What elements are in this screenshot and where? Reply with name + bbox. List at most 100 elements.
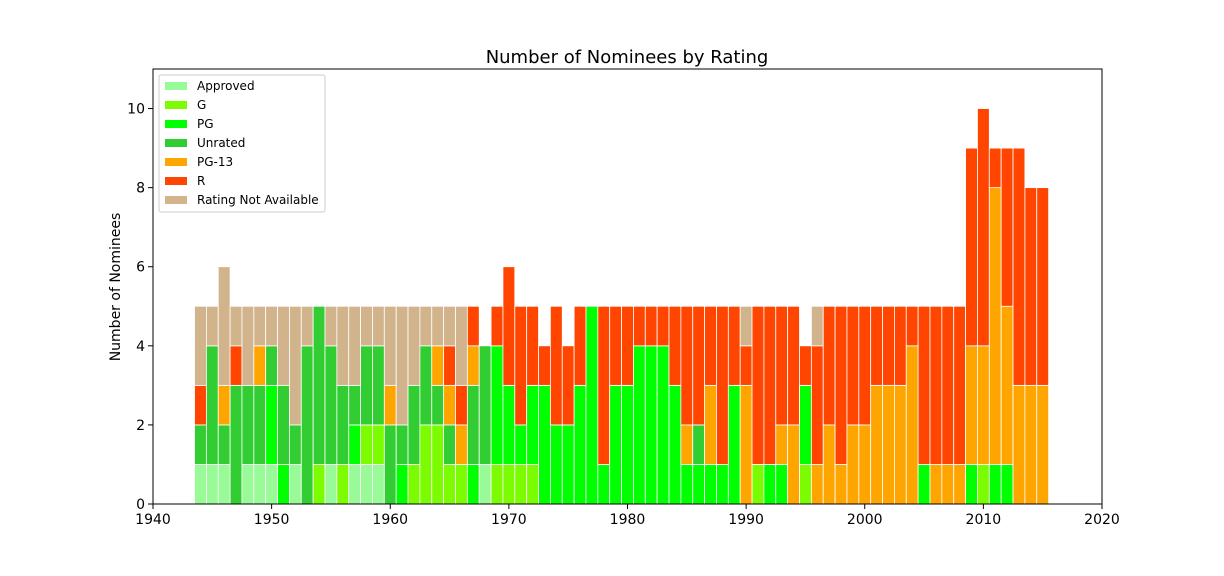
bar-1944-r [194,384,207,426]
bar-1946-rating-not-available [217,266,231,386]
bar-2005-r [917,305,931,465]
bar-1981-pg [633,345,646,505]
bar-2008-pg-13 [953,464,966,505]
legend[interactable]: Approved G PG Unrated PG-13 R Rating Not Avail… [158,74,326,213]
bar-1954-unrated [312,305,326,465]
bar-1948-rating-not-available [241,305,255,386]
bar-1998-r [834,305,848,465]
bar-2009-r [965,147,978,347]
bar-1945-approved [205,464,219,505]
bar-1952-unrated [289,424,302,465]
bar-1959-unrated [372,345,385,426]
bar-2000-r [858,305,872,426]
bar-1950-rating-not-available [265,305,278,347]
bar-1969-r [490,305,504,347]
bar-1961-rating-not-available [395,305,409,426]
bar-1995-g [799,464,812,505]
bar-1949-approved [253,464,267,505]
bar-1961-pg [395,464,409,505]
bar-2013-r [1012,147,1026,386]
bar-1957-unrated [348,384,361,426]
bar-1990-r [739,345,753,386]
bar-1966-g [455,464,468,505]
bar-1985-r [680,305,694,426]
bar-2012-pg [1000,464,1014,505]
legend-label-rating-not-available: Rating Not Available [197,193,319,207]
bar-1991-g [751,464,765,505]
bar-2006-pg-13 [929,464,943,505]
bar-2006-r [929,305,943,465]
bar-1970-pg [502,384,516,465]
y-axis: 0 2 4 6 8 10 [127,102,153,513]
bar-1966-rating-not-available [455,305,468,386]
bar-1970-r [502,266,516,386]
legend-swatch-g [165,101,187,109]
x-tick-label: 1980 [610,512,646,528]
bar-1965-pg-13 [443,384,456,426]
bar-1961-unrated [395,424,409,465]
bar-1989-r [727,305,741,386]
legend-label-pg-13: PG-13 [197,155,233,169]
x-tick-label: 1940 [135,512,171,528]
bar-1978-pg [597,464,611,505]
bar-1996-rating-not-available [810,305,824,347]
bar-1968-approved [478,464,492,505]
bar-1959-g [372,424,385,465]
bar-1990-rating-not-available [739,305,753,347]
bar-1993-r [775,305,789,426]
y-tick-label: 4 [136,339,145,355]
bar-2001-r [870,305,883,386]
bar-1995-pg [799,384,812,465]
legend-swatch-approved [165,82,187,90]
bar-1951-unrated [277,384,290,465]
bar-2001-pg-13 [870,384,883,505]
bar-1944-approved [194,464,207,505]
bar-1987-pg [704,464,717,505]
legend-swatch-pg [165,120,187,128]
bar-2012-r [1000,147,1014,307]
bar-1982-pg [644,345,658,505]
bar-1995-r [799,345,812,386]
bar-1967-unrated [466,384,480,465]
bar-1976-pg [573,384,587,505]
bar-1971-g [514,464,528,505]
legend-label-pg: PG [197,117,214,131]
bar-1977-pg [585,305,599,505]
x-axis: 1940 1950 1960 1970 1980 1990 2000 2010 2020 [135,504,1120,528]
x-tick-label: 1990 [728,512,764,528]
bar-1962-unrated [407,384,421,465]
y-tick-label: 2 [136,418,145,434]
bar-1944-rating-not-available [194,305,207,386]
bar-1974-pg [549,424,563,505]
bar-1960-unrated [383,424,397,505]
legend-swatch-rating-not-available [165,196,187,204]
legend-swatch-unrated [165,139,187,147]
bar-1951-rating-not-available [277,305,290,386]
bar-1979-pg [609,384,622,505]
bar-1955-unrated [324,345,338,465]
legend-label-unrated: Unrated [197,136,245,150]
bar-1981-r [633,305,646,347]
bar-1972-r [526,305,539,386]
bar-1956-unrated [336,384,350,465]
bar-1974-r [549,305,563,426]
bar-1953-rating-not-available [300,305,314,347]
bar-1970-g [502,464,516,505]
bar-1945-rating-not-available [205,305,219,347]
bar-1993-pg [775,464,789,505]
bar-1960-rating-not-available [383,305,397,386]
chart-title: Number of Nominees by Rating [486,47,769,68]
bar-1958-g [360,424,373,465]
bar-1975-pg [561,424,575,505]
bar-1953-unrated [300,345,314,505]
bar-1998-pg-13 [834,464,848,505]
bar-1947-unrated [229,384,243,505]
bar-1992-r [763,305,777,465]
bar-1962-rating-not-available [407,305,421,386]
bars-layer [194,108,1050,505]
bar-1994-r [787,305,800,426]
bar-1948-unrated [241,384,255,465]
bar-1964-unrated [431,384,445,426]
bar-2002-r [882,305,895,386]
bar-1973-pg [538,384,551,505]
